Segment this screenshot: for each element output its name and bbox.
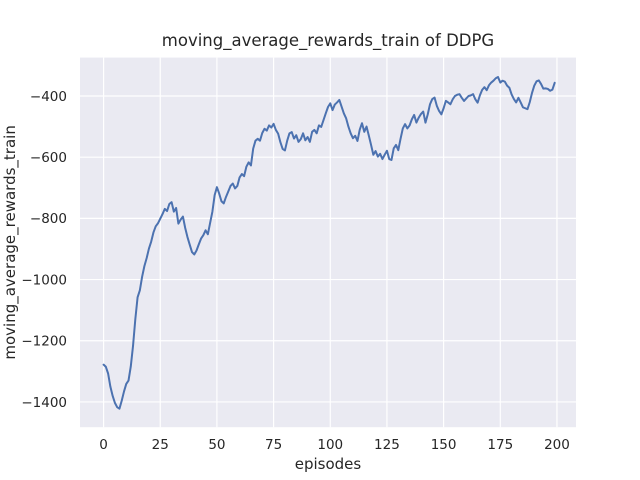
x-tick-label: 75 (265, 437, 282, 453)
y-tick-label: −800 (30, 211, 67, 227)
y-tick-labels: −400 −600 −800 −1000 −1200 −1400 (21, 89, 67, 411)
x-tick-label: 0 (99, 437, 108, 453)
y-tick-label: −1200 (21, 334, 67, 350)
y-tick-label: −1000 (21, 272, 67, 288)
series-lines (102, 76, 556, 410)
x-tick-label: 175 (487, 437, 513, 453)
y-tick-label: −600 (30, 150, 67, 166)
x-axis-label: episodes (295, 455, 362, 473)
gridlines (80, 57, 576, 428)
chart-title: moving_average_rewards_train of DDPG (162, 31, 494, 51)
x-tick-label: 50 (208, 437, 225, 453)
plot-area (80, 57, 576, 428)
y-axis-label: moving_average_rewards_train (1, 125, 20, 359)
reward-line (102, 76, 556, 410)
x-tick-label: 25 (152, 437, 169, 453)
x-tick-label: 200 (544, 437, 570, 453)
x-tick-labels: 0 25 50 75 100 125 150 175 200 (99, 437, 570, 453)
y-tick-label: −1400 (21, 395, 67, 411)
y-tick-label: −400 (30, 89, 67, 105)
x-tick-label: 100 (317, 437, 343, 453)
x-tick-label: 125 (374, 437, 400, 453)
x-tick-label: 150 (431, 437, 457, 453)
